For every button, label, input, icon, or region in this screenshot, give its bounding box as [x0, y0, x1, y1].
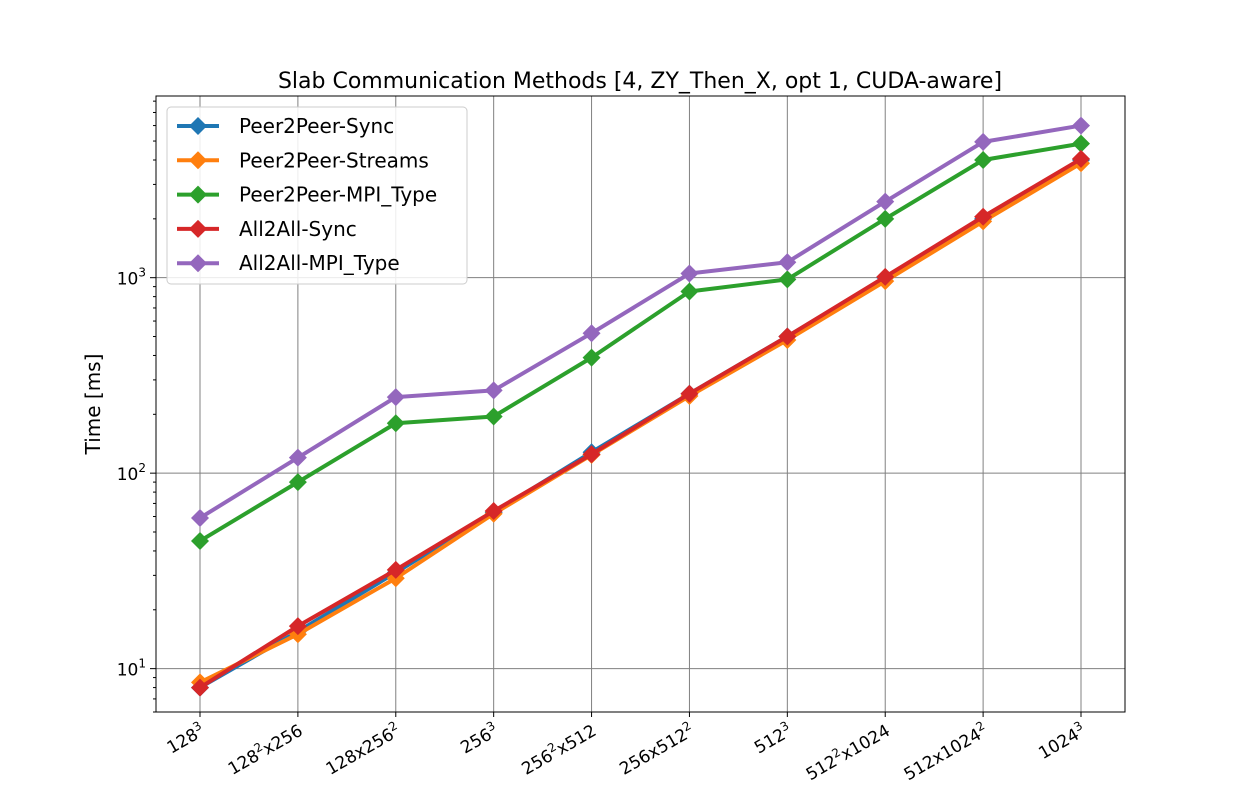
data-point: [778, 270, 797, 289]
data-point: [1072, 149, 1090, 168]
x-tick-labels: 1283 1282x256 128x2562 2563 2562x512 256x5122…: [162, 712, 1090, 785]
data-point: [876, 267, 895, 286]
legend-marker: [189, 219, 207, 238]
series-layer: [191, 116, 1090, 697]
x-tick-label: 5123: [750, 718, 796, 758]
legend-marker: [189, 151, 207, 170]
data-point: [582, 324, 601, 343]
data-point: [484, 407, 503, 426]
chart-title: Slab Communication Methods [4, ZY_Then_X…: [278, 69, 1002, 94]
series-all2all-mpi-type: [191, 116, 1090, 527]
legend-entry: Peer2Peer-MPI_Type: [239, 183, 437, 207]
data-point: [386, 560, 405, 579]
x-tick-label: 256x5122: [615, 718, 698, 779]
plot-frame: [155, 95, 1126, 713]
x-tick-label: 1283: [162, 718, 208, 758]
data-point: [288, 617, 307, 636]
data-point: [191, 531, 209, 550]
data-point: [582, 348, 601, 367]
data-point: [484, 381, 503, 400]
x-tick-label: 512x10242: [899, 718, 991, 785]
legend-box: [166, 106, 468, 285]
y-tick-label: 102: [117, 461, 146, 485]
data-point: [778, 327, 797, 346]
x-tick-label: 2562x512: [517, 718, 600, 779]
data-point: [876, 209, 895, 228]
y-tick-label: 101: [117, 657, 146, 681]
data-point: [386, 388, 405, 407]
legend: Peer2Peer-Sync Peer2Peer-Streams Peer2Peer…: [166, 106, 468, 285]
series-line: [198, 123, 1082, 520]
y-tick-label: 103: [117, 266, 146, 290]
data-point: [974, 132, 993, 151]
legend-entry: All2All-MPI_Type: [239, 251, 400, 275]
data-point: [680, 264, 699, 283]
series-line: [198, 141, 1082, 543]
data-point: [778, 253, 797, 272]
data-point: [191, 678, 209, 697]
y-tick-labels: 101 102 103: [117, 100, 156, 713]
data-point: [386, 414, 405, 433]
legend-entry: Peer2Peer-Sync: [239, 114, 394, 138]
legend-marker: [189, 185, 207, 204]
x-tick-label: 128x2562: [321, 718, 404, 779]
data-point: [288, 448, 307, 467]
x-tick-label: 2563: [456, 718, 502, 758]
legend-marker: [189, 254, 207, 273]
data-point: [484, 502, 503, 521]
legend-marker: [189, 117, 207, 135]
x-tick-label: 5122x1024: [801, 718, 893, 785]
data-point: [582, 445, 601, 464]
data-point: [1072, 116, 1090, 135]
x-tick-label: 1282x256: [223, 718, 306, 779]
data-point: [288, 473, 307, 492]
series-all2all-sync: [191, 149, 1090, 697]
series-line: [198, 157, 1083, 690]
legend-entry: All2All-Sync: [239, 217, 357, 241]
y-axis-label: Time [ms]: [81, 354, 105, 456]
legend-entry: Peer2Peer-Streams: [239, 148, 429, 172]
data-point: [876, 192, 895, 211]
data-point: [974, 150, 993, 169]
data-point: [974, 207, 993, 226]
data-point: [191, 508, 209, 527]
x-tick-label: 10243: [1034, 718, 1090, 763]
data-point: [680, 282, 699, 301]
series-peer2peer-mpi-type: [191, 134, 1090, 550]
data-point: [680, 384, 699, 403]
data-point: [1072, 134, 1090, 153]
